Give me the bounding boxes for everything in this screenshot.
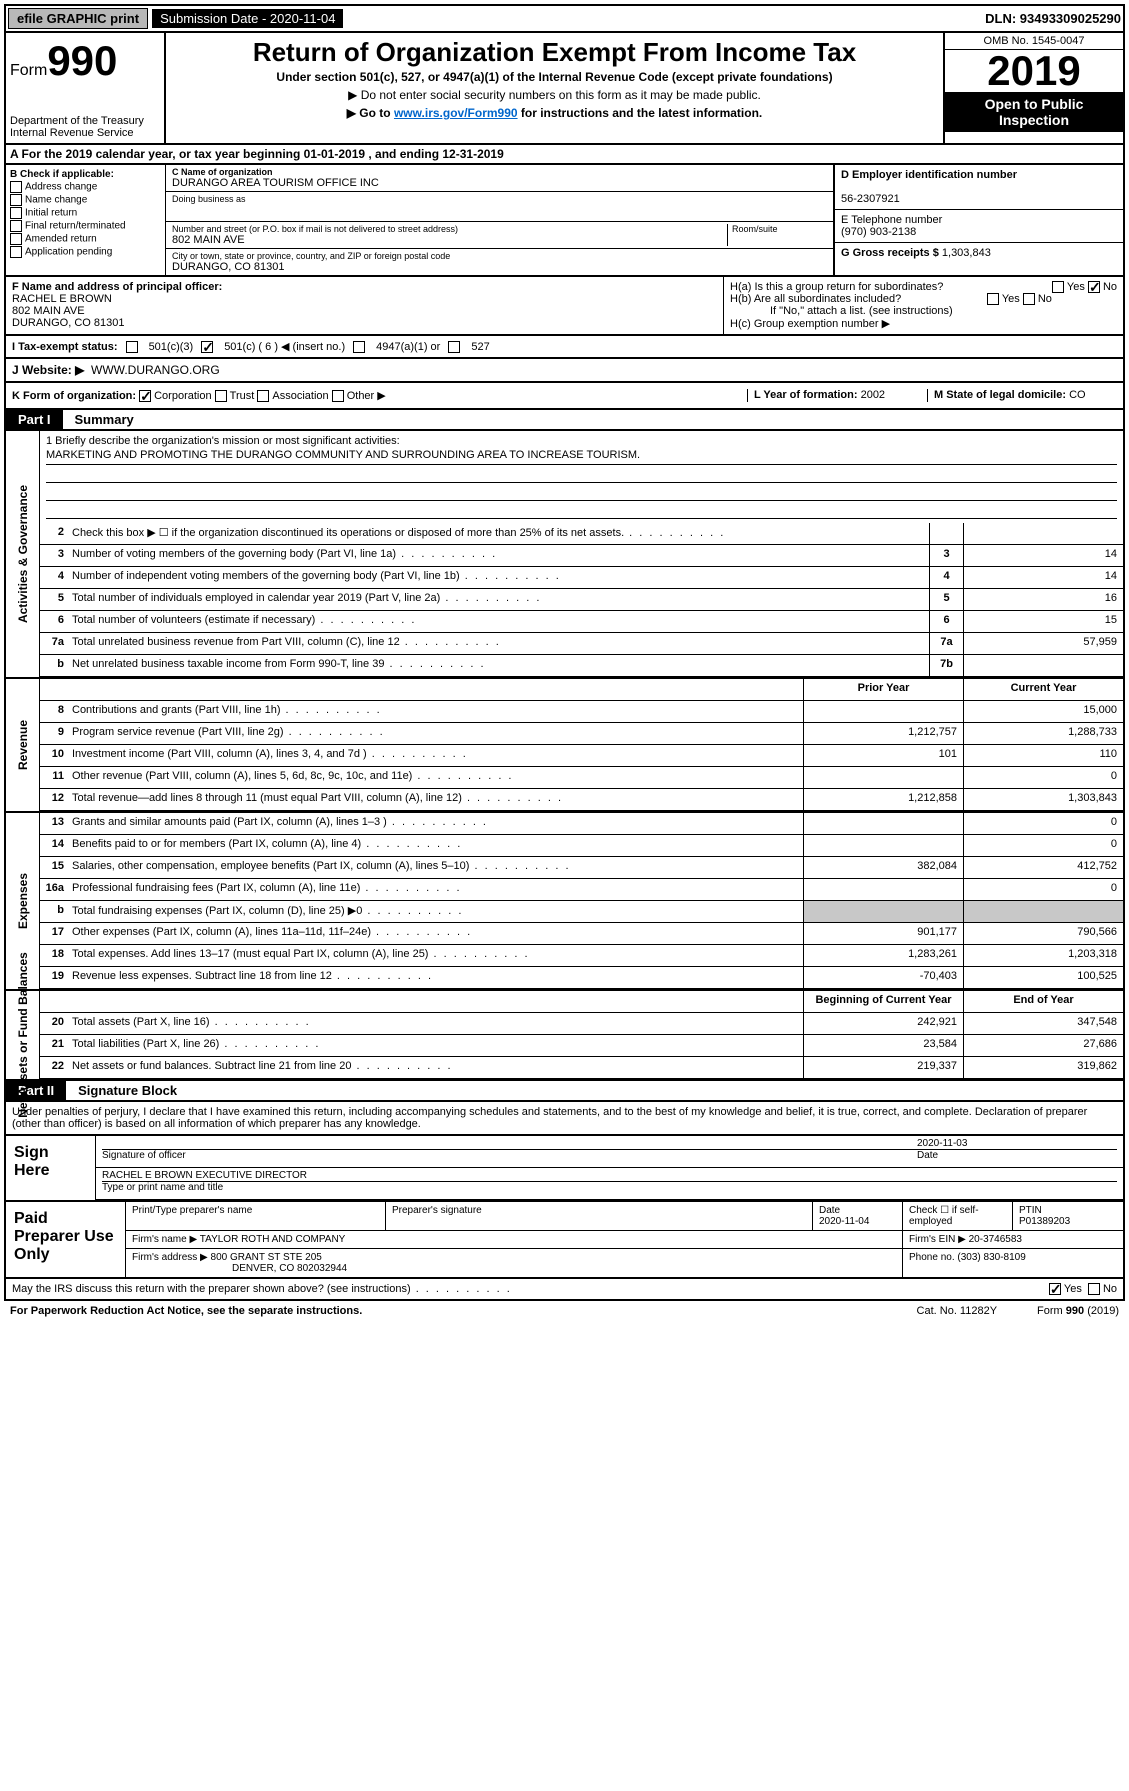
form-note-1: ▶ Do not enter social security numbers o…: [174, 88, 935, 102]
footer-form-id: Form 990 (2019): [1037, 1305, 1119, 1317]
checkbox-initial-return[interactable]: [10, 207, 22, 219]
checkbox-address-change[interactable]: [10, 181, 22, 193]
checkbox-association[interactable]: [257, 390, 269, 402]
officer-addr1: 802 MAIN AVE: [12, 305, 85, 317]
summary-row: 10 Investment income (Part VIII, column …: [40, 745, 1123, 767]
top-bar: efile GRAPHIC print Submission Date - 20…: [4, 4, 1125, 33]
form-note-2: ▶ Go to www.irs.gov/Form990 for instruct…: [174, 106, 935, 120]
summary-row: 11 Other revenue (Part VIII, column (A),…: [40, 767, 1123, 789]
row-a-tax-year: A For the 2019 calendar year, or tax yea…: [4, 145, 1125, 165]
discuss-question: May the IRS discuss this return with the…: [12, 1283, 512, 1295]
checkbox-amended-return[interactable]: [10, 233, 22, 245]
summary-row: 14 Benefits paid to or for members (Part…: [40, 835, 1123, 857]
vlabel-net-assets: Net Assets or Fund Balances: [16, 952, 30, 1118]
vlabel-governance: Activities & Governance: [16, 485, 30, 623]
part-2-title: Signature Block: [66, 1081, 1123, 1100]
form-header: Form990 Department of the TreasuryIntern…: [4, 33, 1125, 145]
checkbox-hb-no[interactable]: [1023, 293, 1035, 305]
checkbox-application-pending[interactable]: [10, 246, 22, 258]
org-name: DURANGO AREA TOURISM OFFICE INC: [172, 177, 827, 189]
firm-name: TAYLOR ROTH AND COMPANY: [200, 1234, 346, 1245]
summary-row: 5 Total number of individuals employed i…: [40, 589, 1123, 611]
officer-addr2: DURANGO, CO 81301: [12, 317, 124, 329]
year-formation: 2002: [861, 389, 885, 401]
irs-link[interactable]: www.irs.gov/Form990: [394, 106, 518, 120]
efile-print-button[interactable]: efile GRAPHIC print: [8, 8, 148, 29]
vlabel-revenue: Revenue: [16, 720, 30, 770]
sign-here-label: Sign Here: [6, 1136, 96, 1200]
street-address: 802 MAIN AVE: [172, 234, 727, 246]
footer-left: For Paperwork Reduction Act Notice, see …: [10, 1305, 362, 1317]
summary-row: 21 Total liabilities (Part X, line 26) 2…: [40, 1035, 1123, 1057]
vlabel-expenses: Expenses: [16, 873, 30, 929]
summary-row: 15 Salaries, other compensation, employe…: [40, 857, 1123, 879]
summary-row: 20 Total assets (Part X, line 16) 242,92…: [40, 1013, 1123, 1035]
footer-catalog: Cat. No. 11282Y: [917, 1305, 998, 1317]
form-title: Return of Organization Exempt From Incom…: [174, 37, 935, 68]
summary-row: 4 Number of independent voting members o…: [40, 567, 1123, 589]
gross-receipts: 1,303,843: [942, 247, 991, 259]
summary-row: 13 Grants and similar amounts paid (Part…: [40, 813, 1123, 835]
section-b-checkboxes: B Check if applicable: Address change Na…: [6, 165, 166, 275]
part-1-label: Part I: [6, 410, 63, 429]
city-state-zip: DURANGO, CO 81301: [172, 261, 827, 273]
checkbox-final-return[interactable]: [10, 220, 22, 232]
ptin-value: P01389203: [1019, 1216, 1070, 1227]
summary-row: 16a Professional fundraising fees (Part …: [40, 879, 1123, 901]
checkbox-discuss-yes[interactable]: [1049, 1283, 1061, 1295]
checkbox-other[interactable]: [332, 390, 344, 402]
summary-row: 2 Check this box ▶ ☐ if the organization…: [40, 523, 1123, 545]
checkbox-hb-yes[interactable]: [987, 293, 999, 305]
checkbox-4947[interactable]: [353, 341, 365, 353]
prep-date: 2020-11-04: [819, 1216, 869, 1227]
checkbox-ha-no[interactable]: [1088, 281, 1100, 293]
perjury-statement: Under penalties of perjury, I declare th…: [4, 1102, 1125, 1136]
firm-addr1: 800 GRANT ST STE 205: [211, 1252, 322, 1263]
checkbox-name-change[interactable]: [10, 194, 22, 206]
form-subtitle: Under section 501(c), 527, or 4947(a)(1)…: [174, 70, 935, 84]
part-1-title: Summary: [63, 410, 1123, 429]
state-domicile: CO: [1069, 389, 1086, 401]
sign-date: 2020-11-03: [917, 1138, 967, 1149]
website-value: WWW.DURANGO.ORG: [91, 363, 220, 377]
dept-label: Department of the TreasuryInternal Reven…: [10, 115, 160, 139]
checkbox-ha-yes[interactable]: [1052, 281, 1064, 293]
firm-phone: (303) 830-8109: [957, 1252, 1025, 1263]
form-number: 990: [47, 37, 117, 84]
checkbox-corporation[interactable]: [139, 390, 151, 402]
summary-row: 12 Total revenue—add lines 8 through 11 …: [40, 789, 1123, 811]
checkbox-discuss-no[interactable]: [1088, 1283, 1100, 1295]
summary-row: 18 Total expenses. Add lines 13–17 (must…: [40, 945, 1123, 967]
summary-row: 7a Total unrelated business revenue from…: [40, 633, 1123, 655]
ein-value: 56-2307921: [841, 193, 900, 205]
summary-row: b Net unrelated business taxable income …: [40, 655, 1123, 677]
checkbox-501c3[interactable]: [126, 341, 138, 353]
checkbox-trust[interactable]: [215, 390, 227, 402]
submission-date-label: Submission Date - 2020-11-04: [152, 9, 343, 28]
open-public-badge: Open to Public Inspection: [945, 92, 1123, 132]
paid-preparer-label: Paid Preparer Use Only: [6, 1202, 126, 1277]
officer-signature-name: RACHEL E BROWN EXECUTIVE DIRECTOR: [102, 1170, 307, 1181]
officer-name: RACHEL E BROWN: [12, 293, 112, 305]
form-label: Form: [10, 62, 47, 79]
summary-row: 8 Contributions and grants (Part VIII, l…: [40, 701, 1123, 723]
summary-row: 6 Total number of volunteers (estimate i…: [40, 611, 1123, 633]
summary-row: 22 Net assets or fund balances. Subtract…: [40, 1057, 1123, 1079]
phone-value: (970) 903-2138: [841, 226, 916, 238]
dln-label: DLN: 93493309025290: [985, 11, 1121, 26]
summary-row: 9 Program service revenue (Part VIII, li…: [40, 723, 1123, 745]
checkbox-527[interactable]: [448, 341, 460, 353]
summary-row: 19 Revenue less expenses. Subtract line …: [40, 967, 1123, 989]
checkbox-501c[interactable]: [201, 341, 213, 353]
firm-addr2: DENVER, CO 802032944: [132, 1263, 347, 1274]
summary-row: 17 Other expenses (Part IX, column (A), …: [40, 923, 1123, 945]
summary-row: b Total fundraising expenses (Part IX, c…: [40, 901, 1123, 923]
mission-text: MARKETING AND PROMOTING THE DURANGO COMM…: [46, 447, 1117, 465]
summary-row: 3 Number of voting members of the govern…: [40, 545, 1123, 567]
firm-ein: 20-3746583: [969, 1234, 1022, 1245]
tax-year: 2019: [945, 50, 1123, 92]
